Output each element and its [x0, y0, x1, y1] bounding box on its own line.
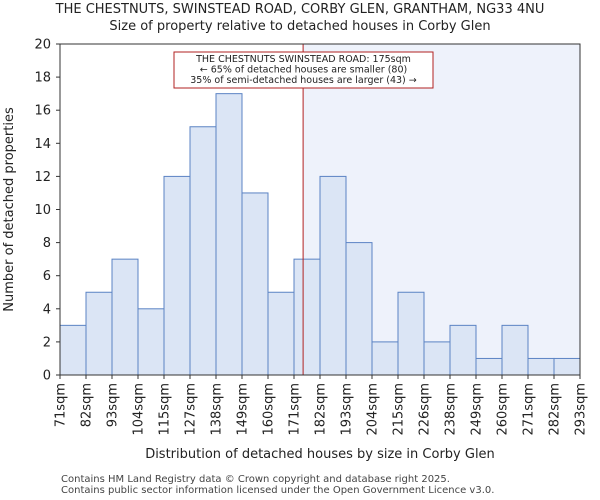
y-tick-label: 10 — [34, 203, 51, 218]
x-tick-label: 238sqm — [444, 383, 459, 436]
bar — [319, 175, 347, 376]
x-tick-label: 82sqm — [80, 383, 95, 427]
y-tick-label: 2 — [43, 335, 51, 350]
x-tick-label: 260sqm — [496, 383, 511, 436]
bar — [397, 291, 425, 376]
x-axis-label: Distribution of detached houses by size … — [145, 447, 495, 462]
chart-title: THE CHESTNUTS, SWINSTEAD ROAD, CORBY GLE… — [55, 2, 545, 17]
y-tick-label: 8 — [43, 236, 51, 251]
y-tick-label: 6 — [43, 269, 51, 284]
y-tick-label: 20 — [34, 38, 51, 53]
annotation-line: THE CHESTNUTS SWINSTEAD ROAD: 175sqm — [195, 54, 411, 65]
bar — [527, 357, 555, 376]
x-tick-label: 115sqm — [158, 383, 173, 436]
y-tick-label: 16 — [34, 104, 51, 119]
x-tick-label: 71sqm — [54, 383, 69, 427]
x-tick-label: 149sqm — [236, 383, 251, 436]
x-tick-label: 249sqm — [470, 383, 485, 436]
x-tick-label: 193sqm — [340, 383, 355, 436]
x-tick-label: 182sqm — [314, 383, 329, 436]
footer-line-1: Contains HM Land Registry data © Crown c… — [61, 474, 450, 485]
bar — [241, 192, 269, 376]
bar — [137, 308, 165, 376]
plot-frame — [59, 43, 581, 376]
x-tick-label: 215sqm — [392, 383, 407, 436]
x-tick-label: 160sqm — [262, 383, 277, 436]
bar — [85, 291, 113, 376]
bar — [215, 93, 243, 376]
x-tick-label: 171sqm — [288, 383, 303, 436]
y-tick-label: 18 — [34, 71, 51, 86]
bar — [475, 357, 503, 376]
x-tick-label: 93sqm — [106, 383, 121, 427]
bar — [501, 324, 529, 376]
x-tick-label: 204sqm — [366, 383, 381, 436]
x-tick-label: 104sqm — [132, 383, 147, 436]
bar — [423, 341, 451, 376]
x-tick-label: 138sqm — [210, 383, 225, 436]
y-tick-label: 14 — [34, 137, 51, 152]
y-tick-label: 0 — [43, 369, 51, 384]
annotation-box: THE CHESTNUTS SWINSTEAD ROAD: 175sqm ← 6… — [173, 51, 434, 89]
bar — [111, 258, 139, 376]
x-tick-label: 226sqm — [418, 383, 433, 436]
bar — [189, 126, 217, 376]
chart-subtitle: Size of property relative to detached ho… — [109, 19, 491, 34]
bar — [449, 324, 477, 376]
bar — [163, 175, 191, 376]
bar — [371, 341, 399, 376]
annotation-border — [173, 51, 434, 89]
bar — [293, 258, 321, 376]
bar — [553, 357, 581, 376]
bar — [267, 291, 295, 376]
y-tick-label: 4 — [43, 302, 51, 317]
x-tick-label: 271sqm — [522, 383, 537, 436]
x-tick-label: 127sqm — [184, 383, 199, 436]
bar — [59, 324, 87, 376]
x-tick-label: 282sqm — [548, 383, 563, 436]
annotation-line: 35% of semi-detached houses are larger (… — [190, 75, 417, 86]
footer-line-2: Contains public sector information licen… — [61, 485, 495, 496]
annotation-line: ← 65% of detached houses are smaller (80… — [200, 65, 407, 76]
y-tick-label: 12 — [34, 170, 51, 185]
y-axis-label: Number of detached properties — [2, 107, 17, 312]
bar — [345, 242, 373, 376]
x-tick-label: 293sqm — [574, 383, 589, 436]
